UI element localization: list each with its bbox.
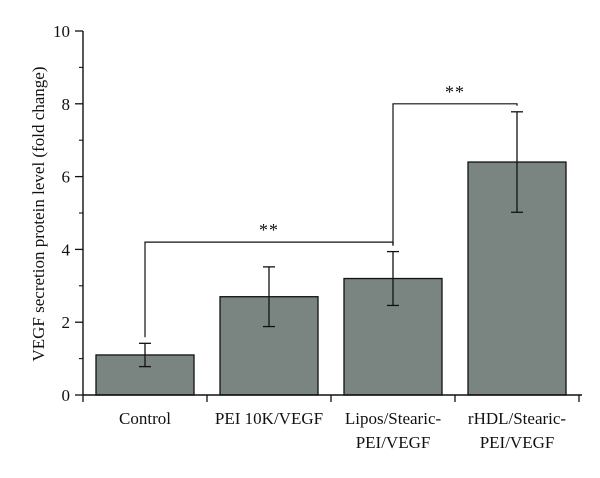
x-tick-label: PEI/VEGF — [356, 433, 431, 452]
significance-label: ** — [259, 220, 279, 240]
x-tick-label: PEI 10K/VEGF — [215, 409, 323, 428]
significance-bracket — [392, 103, 518, 246]
y-tick-label: 2 — [62, 313, 71, 332]
y-axis-title: VEGF secretion protein level (fold chang… — [29, 66, 48, 361]
plot-area: ** ** 0 2 4 6 8 10 Control PEI 10K/VEGF Lipos/Stea… — [53, 22, 582, 452]
y-tick-label: 0 — [62, 386, 71, 405]
significance-label: ** — [445, 82, 465, 102]
x-tick-label: Control — [119, 409, 171, 428]
y-tick-label: 8 — [62, 95, 71, 114]
x-tick-label: PEI/VEGF — [480, 433, 555, 452]
x-tick-label: Lipos/Stearic- — [345, 409, 442, 428]
y-tick-label: 10 — [53, 22, 70, 41]
x-tick-label: rHDL/Stearic- — [468, 409, 567, 428]
y-tick-label: 4 — [62, 240, 71, 259]
y-tick-label: 6 — [62, 168, 71, 187]
